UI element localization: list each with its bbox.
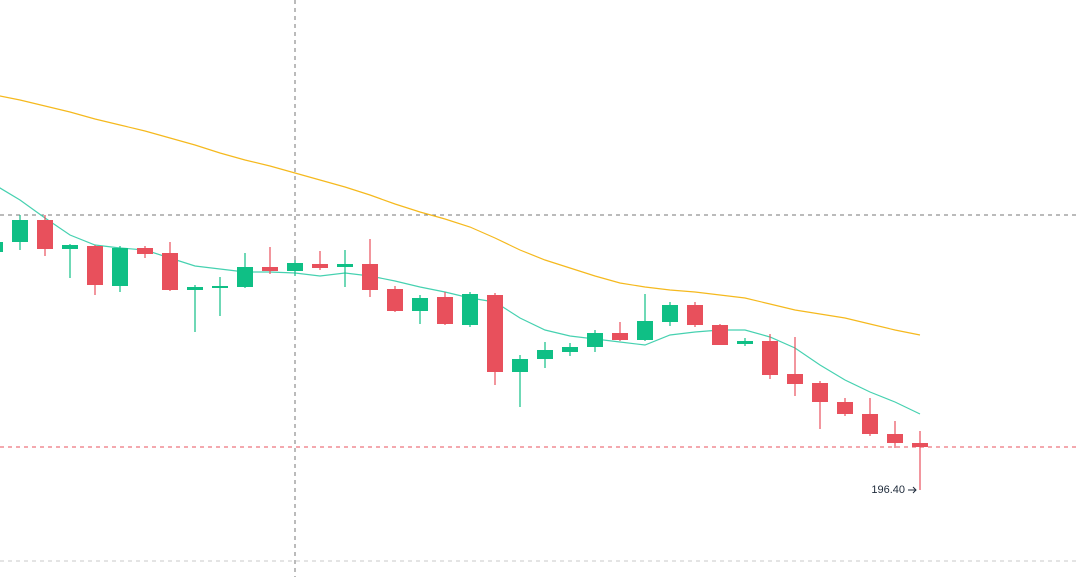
candle-body [0,242,3,252]
low-price-label: 196.40 [871,484,905,496]
candle-body [337,264,353,267]
candle-body [412,298,428,311]
candle-body [662,305,678,322]
candle-body [287,263,303,271]
candle-body [87,246,103,285]
candle-body [887,434,903,443]
candle-body [362,264,378,290]
candle-body [312,264,328,268]
candle-body [912,443,928,447]
candle-body [387,289,403,311]
moving-average-line [0,95,921,336]
candle-body [62,245,78,249]
candle-body [212,286,228,288]
candle-body [812,383,828,402]
candle-body [562,347,578,352]
candle-body [262,267,278,271]
candle-body [37,220,53,249]
candle-body [862,414,878,434]
candle-body [162,253,178,290]
candle-body [637,321,653,340]
candle-body [512,359,528,372]
candle-body [112,248,128,286]
candle-body [587,333,603,347]
candle-body [462,294,478,325]
candle-body [787,374,803,384]
low-arrow [908,486,917,494]
candle-body [487,295,503,372]
candle-body [612,333,628,340]
candle-body [737,341,753,344]
candle-body [712,325,728,345]
candle-body [837,402,853,414]
candle-body [537,350,553,359]
candle-body [187,287,203,290]
moving-average-line [0,187,921,415]
candle-body [687,305,703,325]
candle-body [12,220,28,242]
candle-body [137,248,153,254]
candle-body [437,297,453,324]
candle-body [237,267,253,287]
candle-body [762,341,778,375]
